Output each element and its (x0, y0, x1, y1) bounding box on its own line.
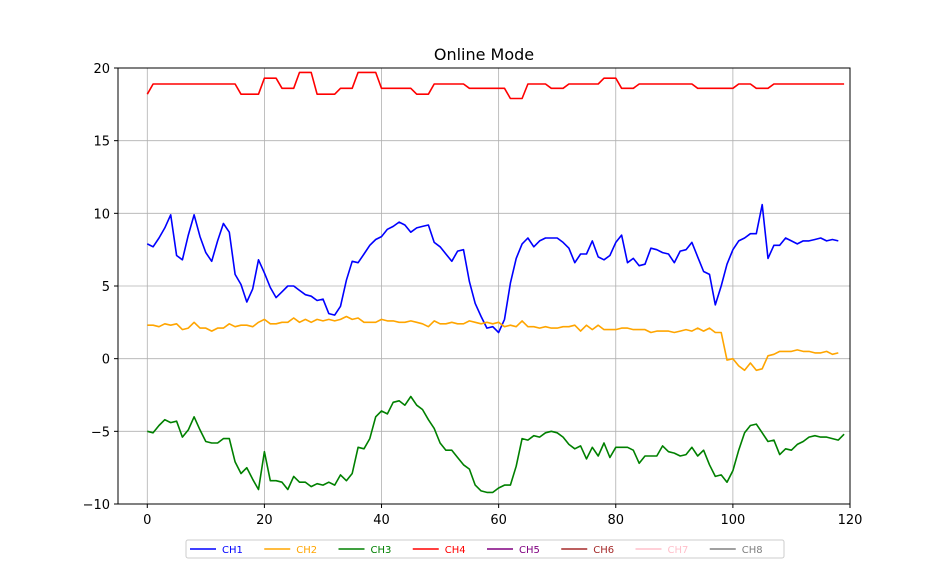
x-tick-label: 20 (256, 513, 273, 528)
series-line-ch2 (147, 315, 839, 372)
y-tick-label: −10 (83, 498, 110, 513)
series-layer (146, 71, 845, 494)
y-tick-label: 5 (102, 280, 110, 295)
grid (118, 68, 850, 504)
series-line-ch4 (146, 71, 845, 100)
legend-label-ch5: CH5 (519, 545, 540, 556)
legend-label-ch3: CH3 (371, 545, 392, 556)
x-tick-label: 60 (490, 513, 507, 528)
y-tick-label: −5 (91, 425, 110, 440)
y-tick-label: 15 (93, 135, 110, 150)
x-tick-label: 80 (607, 513, 624, 528)
chart-title: Online Mode (434, 45, 534, 64)
x-tick-label: 120 (838, 513, 863, 528)
legend-label-ch7: CH7 (668, 545, 689, 556)
axes-ticks: 0 20 40 60 80 100 120 −10 −5 0 5 10 15 20 (83, 62, 863, 528)
legend-label-ch4: CH4 (445, 545, 466, 556)
legend-label-ch8: CH8 (742, 545, 763, 556)
x-tick-label: 40 (373, 513, 390, 528)
x-tick-label: 100 (720, 513, 745, 528)
legend-frame (185, 539, 785, 559)
legend: CH1 CH2 CH3 CH4 CH5 CH6 CH7 CH8 (185, 539, 785, 559)
legend-label-ch6: CH6 (593, 545, 614, 556)
x-tick-label: 0 (143, 513, 151, 528)
y-tick-label: 0 (102, 353, 110, 368)
legend-label-ch2: CH2 (296, 545, 317, 556)
series-line-ch1 (146, 203, 839, 334)
y-tick-label: 20 (93, 62, 110, 77)
legend-label-ch1: CH1 (222, 545, 243, 556)
series-line-ch3 (147, 395, 845, 494)
y-tick-label: 10 (93, 207, 110, 222)
